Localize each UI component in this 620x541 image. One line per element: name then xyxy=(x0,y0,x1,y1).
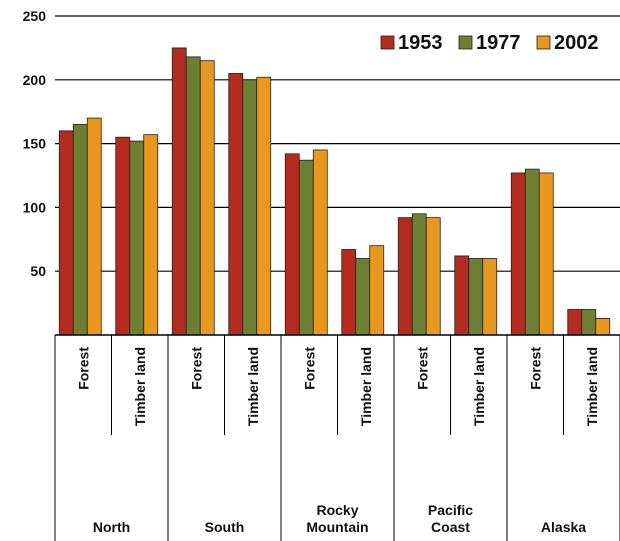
bar-1977-6 xyxy=(355,258,371,336)
group-label: Pacific Coast xyxy=(428,502,473,535)
bar-1977-4 xyxy=(242,79,258,336)
bar-1953-3 xyxy=(171,47,187,336)
legend-label: 1977 xyxy=(476,32,521,54)
bar-1953-2 xyxy=(115,136,131,336)
legend-label: 1953 xyxy=(398,32,443,54)
group-label: North xyxy=(93,519,130,535)
bar-2002-7 xyxy=(425,217,441,336)
bar-1953-9 xyxy=(510,172,526,336)
bar-2002-2 xyxy=(143,134,159,336)
category-label: Forest xyxy=(75,347,91,390)
bar-1953-10 xyxy=(567,309,583,336)
category-label: Timber land xyxy=(584,347,600,426)
bar-1977-7 xyxy=(411,213,427,336)
bar-2002-4 xyxy=(256,76,272,336)
y-tick-label: 100 xyxy=(23,199,47,215)
group-label: South xyxy=(205,519,245,535)
category-label: Forest xyxy=(414,347,430,390)
category-label: Timber land xyxy=(471,347,487,426)
legend-swatch-1953 xyxy=(380,35,395,50)
bar-2002-10 xyxy=(595,318,611,336)
category-label: Timber land xyxy=(358,347,374,426)
bar-1977-3 xyxy=(185,56,201,336)
bar-1953-5 xyxy=(284,153,300,336)
y-tick-label: 150 xyxy=(23,136,47,152)
category-label: Forest xyxy=(527,347,543,390)
legend-swatch-2002 xyxy=(536,35,551,50)
group-label: Rocky Mountain xyxy=(306,502,368,535)
bar-1977-9 xyxy=(524,168,540,336)
bar-1953-7 xyxy=(397,217,413,336)
bar-2002-1 xyxy=(86,117,102,336)
bar-1977-8 xyxy=(468,258,484,336)
y-axis-ticks: 50 100 150 200 250 xyxy=(23,8,47,279)
bar-1953-8 xyxy=(454,255,470,336)
category-label: Forest xyxy=(301,347,317,390)
category-label: Forest xyxy=(188,347,204,390)
bar-1977-1 xyxy=(72,124,88,336)
category-label: Timber land xyxy=(132,347,148,426)
y-tick-label: 50 xyxy=(30,263,46,279)
legend: 1953 1977 2002 xyxy=(380,32,599,54)
bar-2002-6 xyxy=(369,245,385,336)
y-tick-label: 200 xyxy=(23,72,47,88)
bar-1953-1 xyxy=(58,130,74,336)
bar-1977-2 xyxy=(129,140,145,336)
bar-1977-5 xyxy=(298,159,314,336)
category-labels: Forest Timber land Forest Timber land Forest… xyxy=(75,347,600,426)
bar-2002-5 xyxy=(312,149,328,336)
legend-swatch-1977 xyxy=(458,35,473,50)
bar-1953-4 xyxy=(228,73,244,336)
group-label: Alaska xyxy=(541,519,586,535)
group-labels: North South Rocky Mountain Pacific Coast Alask… xyxy=(54,335,620,541)
bar-2002-8 xyxy=(482,258,498,336)
legend-label: 2002 xyxy=(554,32,599,54)
category-label: Timber land xyxy=(245,347,261,426)
bar-2002-3 xyxy=(199,60,215,336)
y-tick-label: 250 xyxy=(23,8,47,24)
bar-1977-10 xyxy=(581,309,597,336)
bar-1953-6 xyxy=(341,249,357,336)
bar-area xyxy=(58,47,611,336)
bar-2002-9 xyxy=(538,172,554,336)
